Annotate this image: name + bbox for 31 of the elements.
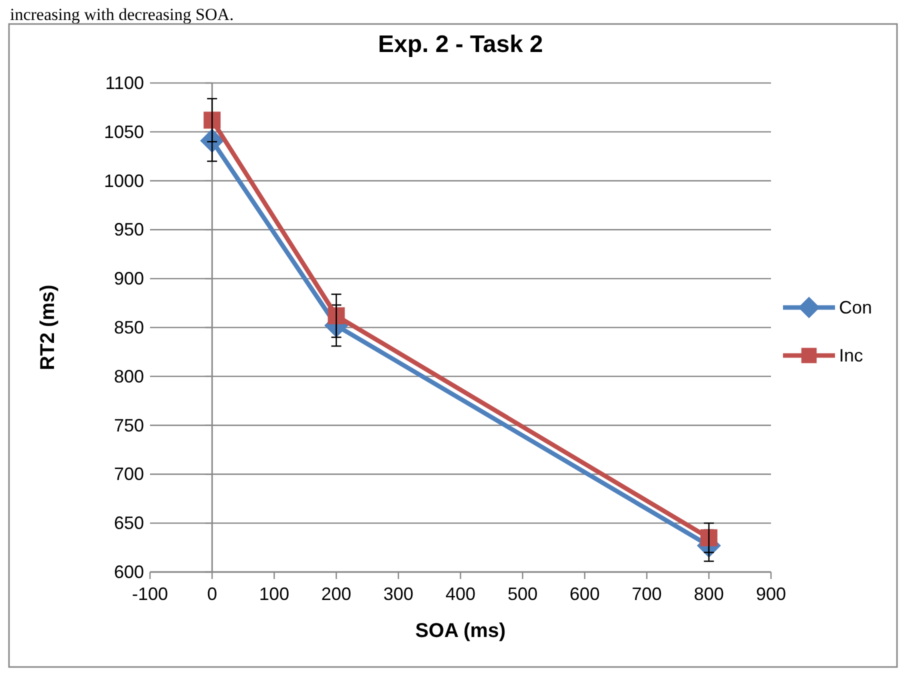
point [204,112,221,129]
text: increasing with decreasing SOA. [10,5,234,24]
x-axis-title: SOA (ms) [415,620,506,642]
y-tick-label: 1050 [104,122,144,142]
x-tick-label: 200 [321,584,352,604]
x-tick-label: 700 [632,584,662,604]
y-tick-label: 600 [114,562,144,582]
x-tick-label: -100 [132,584,168,604]
y-tick-label: 850 [114,318,144,338]
chart-title: Exp. 2 - Task 2 [378,31,543,58]
y-tick-label: 650 [114,513,144,534]
x-tick-label: 300 [383,584,414,604]
x-tick-label: 800 [694,584,724,604]
legend-label: Con [839,298,872,318]
y-tick-label: 900 [114,268,144,289]
y-tick-label: 1100 [105,73,144,93]
x-tick-label: 100 [259,584,290,604]
x-tick-label: 0 [207,584,218,604]
legend-label: Inc [839,346,864,366]
point [328,307,345,324]
y-tick-label: 1000 [104,170,144,191]
y-tick-label: 750 [114,415,144,436]
y-tick-label: 700 [114,464,144,484]
x-tick-label: 900 [756,584,786,604]
y-tick-label: 950 [114,220,144,240]
point [700,529,718,546]
y-axis-title: RT2 (ms) [37,284,59,370]
x-tick-label: 500 [508,584,538,604]
x-tick-label: 600 [570,584,600,604]
y-tick-label: 800 [114,366,144,386]
x-tick-label: 400 [445,584,476,604]
